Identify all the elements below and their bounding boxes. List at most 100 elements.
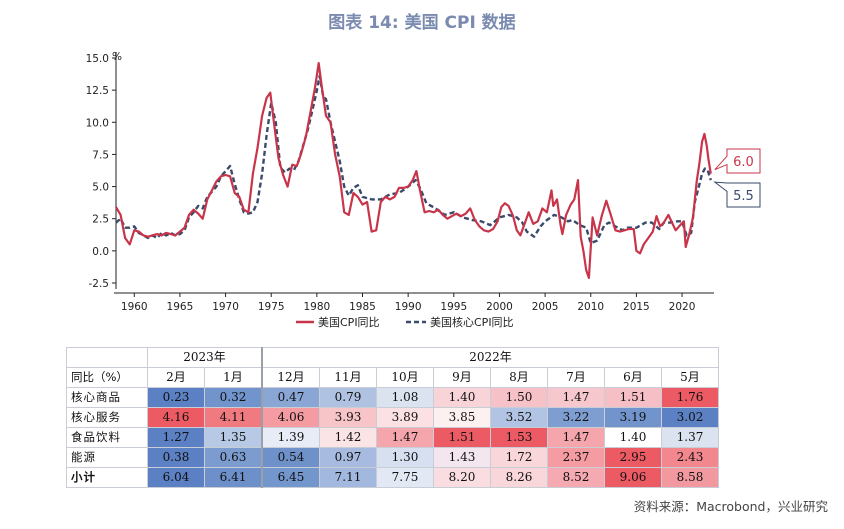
table-cell: 1.40 [604, 427, 662, 448]
table-cell: 0.63 [204, 447, 263, 468]
table-cell: 3.93 [319, 407, 377, 428]
table-cell: 2.95 [604, 447, 662, 468]
year-header-row: 2023年 2022年 [66, 347, 719, 368]
table-cell: 1.08 [376, 387, 434, 408]
table-cell: 0.79 [319, 387, 377, 408]
core-cpi-callout-value: 5.5 [733, 189, 754, 204]
table-cell: 0.47 [261, 387, 320, 408]
x-tick-label: 2015 [623, 301, 650, 313]
table-cell: 1.30 [376, 447, 434, 468]
cpi-callout-value: 6.0 [733, 155, 754, 170]
table-cell: 1.47 [376, 427, 434, 448]
x-tick-label: 1985 [349, 301, 376, 313]
table-row: 能源 0.38 0.63 0.54 0.97 1.30 1.43 1.72 2.37 2.95 2.… [66, 447, 719, 468]
month-header-row: 同比（%） 2月 1月 12月 11月 10月 9月 8月 7月 6月 5月 [66, 367, 719, 388]
row-label: 核心商品 [66, 387, 148, 408]
table-cell: 1.43 [433, 447, 491, 468]
source-note: 资料来源：Macrobond，兴业研究 [633, 499, 828, 514]
x-tick-label: 2000 [486, 301, 513, 313]
y-tick-label: 10.0 [86, 117, 109, 129]
month-header-1: 1月 [204, 367, 263, 388]
legend-cpi-label: 美国CPI同比 [318, 316, 380, 329]
table-cell: 1.27 [147, 427, 205, 448]
y-tick-label: 0.0 [92, 246, 109, 258]
table-row: 食品饮料 1.27 1.35 1.39 1.42 1.47 1.51 1.53 1.47 1.40… [66, 427, 719, 448]
table-cell: 2.43 [661, 447, 719, 468]
table-cell: 1.76 [661, 387, 719, 408]
table-corner-label: 同比（%） [66, 367, 148, 388]
month-header-2: 12月 [261, 367, 320, 388]
x-tick-label: 1980 [303, 301, 330, 313]
table-cell: 3.02 [661, 407, 719, 428]
table-cell: 8.52 [547, 467, 605, 488]
row-label: 能源 [66, 447, 148, 468]
y-tick-label: 5.0 [92, 182, 109, 194]
y-tick-label: 7.5 [92, 149, 109, 161]
table-cell: 1.51 [433, 427, 491, 448]
year-corner-cell [66, 347, 148, 368]
table-row: 核心商品 0.23 0.32 0.47 0.79 1.08 1.40 1.50 1.47 1.51… [66, 387, 719, 408]
table-body: 核心商品 0.23 0.32 0.47 0.79 1.08 1.40 1.50 1.47 1.51… [66, 387, 719, 488]
table-cell: 1.51 [604, 387, 662, 408]
x-tick-label: 1990 [395, 301, 422, 313]
value-callouts: 6.0 5.5 [713, 148, 761, 208]
x-tick-label: 2020 [669, 301, 696, 313]
cpi-callout-box [714, 148, 761, 174]
table-cell: 8.20 [433, 467, 491, 488]
y-tick-labels: -2.5 0.0 2.5 5.0 7.5 10.0 12.5 15.0% [86, 51, 122, 290]
y-unit-label: % [112, 51, 122, 63]
x-tick-label: 1970 [212, 301, 239, 313]
y-tick-label: 2.5 [92, 214, 109, 226]
table-cell: 0.54 [261, 447, 320, 468]
table-cell: 6.04 [147, 467, 205, 488]
table-cell: 6.41 [204, 467, 263, 488]
series-lines [115, 61, 712, 279]
month-header-7: 7月 [547, 367, 605, 388]
x-tick-label: 2010 [577, 301, 604, 313]
table-cell: 3.89 [376, 407, 434, 428]
legend-core-cpi-label: 美国核心CPI同比 [430, 315, 514, 329]
row-label: 小计 [66, 467, 148, 488]
table-cell: 1.39 [261, 427, 320, 448]
core-cpi-series-line [115, 74, 712, 245]
table-cell: 7.75 [376, 467, 434, 488]
month-header-6: 8月 [490, 367, 548, 388]
x-tick-label: 1965 [167, 301, 194, 313]
year-header-0: 2023年 [147, 347, 263, 368]
table-cell: 9.06 [604, 467, 662, 488]
table-cell: 4.11 [204, 407, 263, 428]
cpi-line-chart: -2.50.02.55.07.510.012.515.0% 1960 1965 19… [86, 51, 761, 329]
y-tick-label: 15.0 [86, 53, 109, 65]
table-cell: 1.53 [490, 427, 548, 448]
chart-legend: 美国CPI同比 美国核心CPI同比 [296, 315, 514, 329]
x-tick-label: 1995 [440, 301, 467, 313]
cpi-series-line [115, 61, 712, 279]
table-cell: 1.47 [547, 387, 605, 408]
year-header-1: 2022年 [261, 347, 719, 368]
month-header-8: 6月 [604, 367, 662, 388]
table-cell: 1.37 [661, 427, 719, 448]
row-label: 核心服务 [66, 407, 148, 428]
table-cell: 2.37 [547, 447, 605, 468]
table-cell: 1.47 [547, 427, 605, 448]
table-row: 小计 6.04 6.41 6.45 7.11 7.75 8.20 8.26 8.52 9.06 8.… [66, 467, 719, 488]
table-cell: 3.22 [547, 407, 605, 428]
table-cell: 7.11 [319, 467, 377, 488]
cpi-breakdown-table: 2023年 2022年 同比（%） 2月 1月 12月 11月 10月 9月 8月 7月 6月 5月 … [66, 347, 719, 488]
table-cell: 8.26 [490, 467, 548, 488]
y-tick-label: -2.5 [89, 278, 110, 290]
x-tick-label: 2005 [532, 301, 559, 313]
table-cell: 1.40 [433, 387, 491, 408]
table-cell: 3.85 [433, 407, 491, 428]
table-cell: 0.23 [147, 387, 205, 408]
table-cell: 1.42 [319, 427, 377, 448]
table-cell: 8.58 [661, 467, 719, 488]
x-tick-labels: 1960 1965 1970 1975 1980 1985 1990 1995 2000 2005… [121, 301, 696, 313]
table-cell: 0.38 [147, 447, 205, 468]
table-cell: 0.97 [319, 447, 377, 468]
month-header-5: 9月 [433, 367, 491, 388]
table-cell: 3.19 [604, 407, 662, 428]
chart-title: 图表 14: 美国 CPI 数据 [328, 13, 516, 33]
x-tick-label: 1960 [121, 301, 148, 313]
table-cell: 1.50 [490, 387, 548, 408]
